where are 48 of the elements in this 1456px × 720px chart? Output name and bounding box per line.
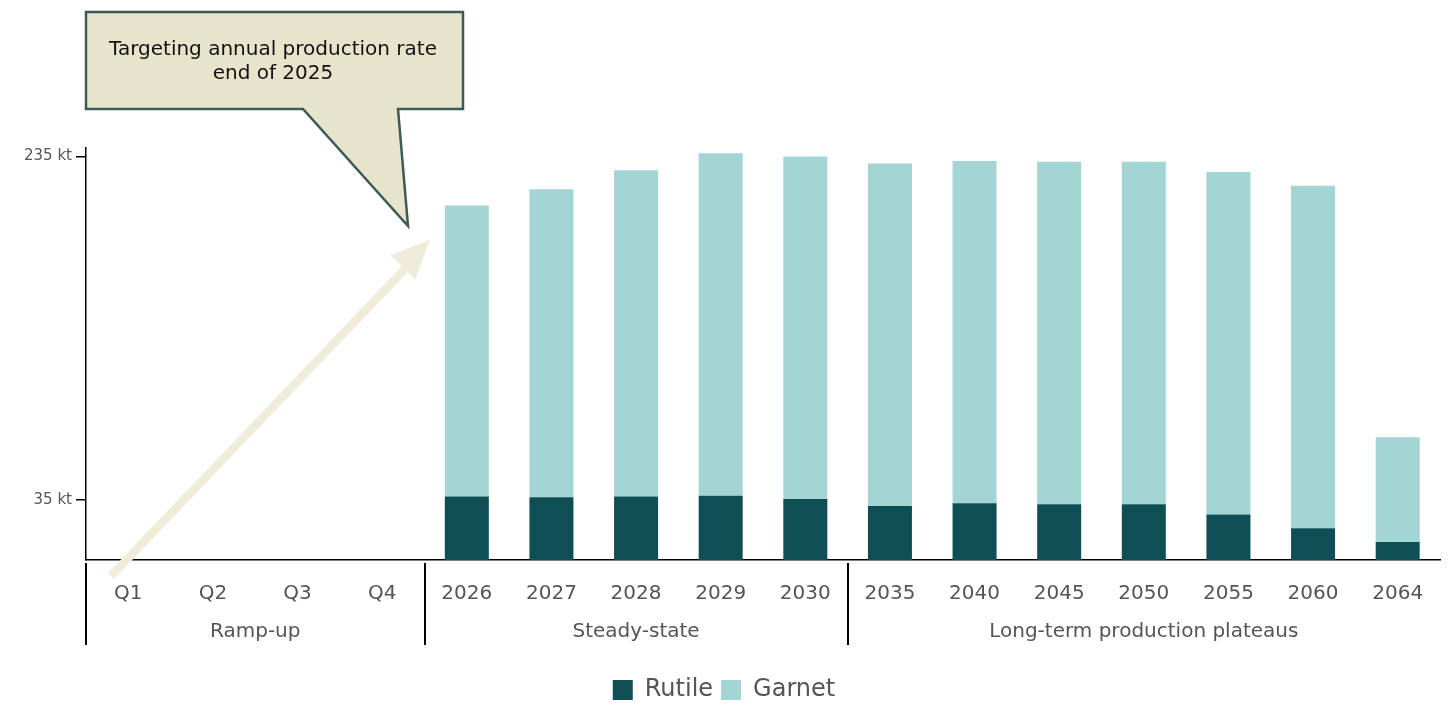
text: Targeting annual production rate end of 2025 bbox=[108, 36, 438, 84]
x-tick-label: 2030 bbox=[779, 580, 831, 605]
x-tick-label: 2026 bbox=[441, 580, 493, 605]
bar bbox=[1291, 185, 1336, 529]
legend-label: Rutile bbox=[644, 674, 714, 703]
x-tick-label: 2027 bbox=[525, 580, 577, 605]
bar bbox=[529, 497, 574, 560]
x-tick-label: Q2 bbox=[198, 580, 228, 605]
x-tick-label: Q3 bbox=[283, 580, 312, 605]
x-tick-label: Q4 bbox=[367, 580, 397, 605]
bar bbox=[698, 153, 743, 496]
bar bbox=[614, 170, 659, 497]
y-tick-label: 35 kt bbox=[33, 489, 73, 508]
x-tick-label: 2035 bbox=[864, 580, 916, 605]
bar bbox=[867, 505, 912, 560]
x-tick-label: Q1 bbox=[114, 580, 143, 605]
bar bbox=[698, 495, 743, 560]
x-tick-label: 2050 bbox=[1118, 580, 1170, 605]
x-tick-label: 2064 bbox=[1372, 580, 1424, 605]
bar bbox=[1375, 437, 1420, 542]
bar bbox=[614, 496, 659, 560]
bar bbox=[444, 496, 489, 560]
bar bbox=[783, 156, 828, 500]
x-tick-label: 2040 bbox=[949, 580, 1001, 605]
y-tick-label: 235 kt bbox=[24, 146, 73, 165]
x-tick-label: 2045 bbox=[1033, 580, 1085, 605]
bar bbox=[1206, 172, 1251, 515]
bar bbox=[529, 189, 574, 498]
text: Steady-state bbox=[572, 618, 700, 643]
x-tick-label: 2028 bbox=[610, 580, 662, 605]
x-tick-label: 2060 bbox=[1287, 580, 1339, 605]
x-tick-label: 2055 bbox=[1202, 580, 1254, 605]
bar bbox=[444, 205, 489, 497]
x-tick-label: 2029 bbox=[695, 580, 747, 605]
text: Long-term production plateaus bbox=[989, 618, 1299, 643]
bar bbox=[1121, 504, 1166, 560]
text: Ramp-up bbox=[210, 618, 301, 643]
bar bbox=[1291, 528, 1336, 560]
bar bbox=[1037, 504, 1082, 560]
bar bbox=[1375, 541, 1420, 560]
bar bbox=[952, 503, 997, 560]
bar bbox=[952, 160, 997, 504]
legend-label: Garnet bbox=[753, 674, 836, 703]
bar bbox=[783, 499, 828, 560]
bar bbox=[867, 163, 912, 506]
bar bbox=[1037, 161, 1082, 505]
bar bbox=[1121, 161, 1166, 505]
bar bbox=[1206, 514, 1251, 560]
